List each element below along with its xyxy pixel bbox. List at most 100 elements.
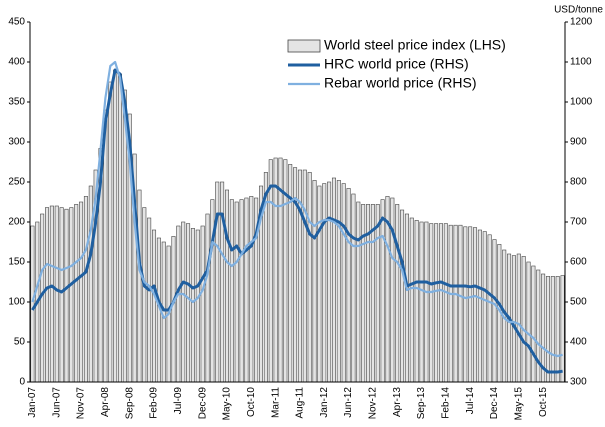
- bar: [560, 275, 565, 383]
- y-tick-label: 100: [8, 297, 25, 308]
- x-tick-label: Feb-09: [149, 387, 160, 419]
- y2-tick-label: 1000: [570, 97, 593, 108]
- bar: [142, 207, 147, 383]
- bar: [244, 197, 249, 383]
- bar: [404, 213, 409, 383]
- x-tick-label: Oct-10: [246, 387, 257, 417]
- y-tick-label: 400: [8, 57, 25, 68]
- bar: [220, 181, 225, 383]
- x-tick-label: Mar-11: [270, 387, 281, 418]
- bar: [147, 217, 152, 383]
- bar: [186, 223, 191, 383]
- bar: [327, 181, 332, 383]
- y2-tick-label: 700: [570, 217, 587, 228]
- bar: [458, 224, 463, 383]
- bar: [361, 204, 366, 383]
- bar: [161, 241, 166, 383]
- bar: [181, 221, 186, 383]
- bar: [521, 256, 526, 383]
- bar: [526, 261, 531, 383]
- bar: [113, 69, 118, 383]
- x-tick-label: Oct-15: [538, 387, 549, 417]
- x-tick-label: Jun-07: [51, 387, 62, 418]
- bar: [307, 172, 312, 383]
- x-tick-label: Feb-14: [440, 387, 451, 419]
- bar: [424, 221, 429, 383]
- line: [31, 60, 563, 358]
- bar: [239, 199, 244, 383]
- bar: [215, 181, 220, 383]
- bar: [380, 199, 385, 383]
- bar: [482, 231, 487, 383]
- bar: [54, 205, 59, 383]
- legend-label: HRC world price (RHS): [324, 56, 469, 72]
- bar: [429, 223, 434, 383]
- bar: [438, 223, 443, 383]
- bar: [346, 188, 351, 383]
- y-tick-label: 0: [19, 377, 25, 388]
- bar: [83, 196, 88, 383]
- x-tick-label: Jul-14: [465, 387, 476, 415]
- bar: [477, 229, 482, 383]
- x-tick-label: Sep-13: [416, 387, 427, 420]
- x-tick-label: May-10: [222, 387, 233, 421]
- x-tick-label: Dec-09: [197, 387, 208, 420]
- bar: [545, 276, 550, 383]
- x-tick-label: Jan-07: [27, 387, 38, 418]
- bar: [463, 226, 468, 383]
- bar: [302, 169, 307, 383]
- bar: [356, 201, 361, 383]
- y2-tick-label: 500: [570, 297, 587, 308]
- x-tick-label: Apr-13: [392, 387, 403, 417]
- bar: [273, 157, 278, 383]
- bar: [409, 217, 414, 383]
- bar: [69, 207, 74, 383]
- bar: [336, 180, 341, 383]
- bar: [152, 229, 157, 383]
- y2-tick-label: 900: [570, 137, 587, 148]
- x-tick-label: Dec-14: [489, 387, 500, 420]
- bar: [200, 225, 205, 383]
- x-tick-label: Jan-12: [319, 387, 330, 418]
- y-tick-label: 350: [8, 97, 25, 108]
- bar: [550, 276, 555, 383]
- bar: [443, 223, 448, 383]
- x-tick-label: Nov-12: [368, 387, 379, 420]
- y2-tick-label: 800: [570, 177, 587, 188]
- bar: [473, 227, 478, 383]
- bar: [487, 234, 492, 383]
- bar: [249, 196, 254, 383]
- bar: [448, 224, 453, 383]
- legend-label: World steel price index (LHS): [324, 37, 506, 53]
- bar: [419, 221, 424, 383]
- bar: [229, 199, 234, 383]
- y-tick-label: 300: [8, 137, 25, 148]
- bar: [555, 276, 560, 383]
- bar: [468, 226, 473, 383]
- legend-swatch: [287, 39, 321, 53]
- x-tick-label: Aug-11: [295, 387, 306, 419]
- bar: [341, 183, 346, 383]
- y-tick-label: 250: [8, 177, 25, 188]
- x-tick-label: Apr-08: [100, 387, 111, 417]
- bar: [171, 236, 176, 383]
- y2-tick-label: 600: [570, 257, 587, 268]
- y2-tick-label: 1200: [570, 17, 593, 28]
- bar: [400, 209, 405, 383]
- bar: [414, 220, 419, 383]
- y-tick-label: 150: [8, 257, 25, 268]
- bar: [453, 224, 458, 383]
- y-tick-label: 450: [8, 17, 25, 28]
- bar: [395, 204, 400, 383]
- bar: [366, 204, 371, 383]
- bar: [59, 207, 64, 383]
- bar: [312, 180, 317, 383]
- bar: [434, 223, 439, 383]
- bar: [79, 201, 84, 383]
- x-tick-label: May-15: [513, 387, 524, 421]
- bar: [331, 177, 336, 383]
- legend-label: Rebar world price (RHS): [324, 75, 476, 91]
- bar: [74, 204, 79, 383]
- bar: [176, 225, 181, 383]
